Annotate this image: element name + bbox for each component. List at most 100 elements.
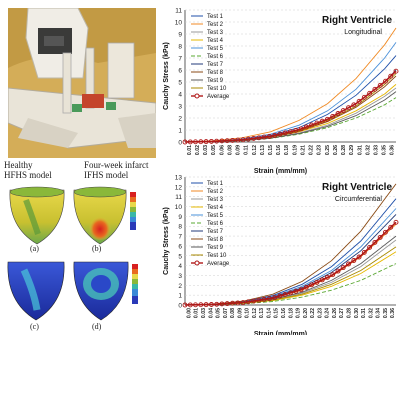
- x-tick-label: 0.14: [266, 308, 272, 318]
- average-marker: [335, 111, 341, 116]
- x-tick-label: 0.03: [203, 145, 209, 155]
- legend-label: Test 2: [207, 22, 224, 28]
- x-tick-label: 0.07: [223, 308, 229, 318]
- heart-models-panel: [4, 182, 160, 332]
- legend-label: Test 4: [207, 205, 224, 211]
- legend-label: Test 5: [207, 46, 224, 52]
- average-marker: [240, 137, 246, 143]
- y-axis-label: Cauchy Stress (kPa): [163, 42, 170, 110]
- average-marker: [266, 134, 272, 139]
- x-tick-label: 0.19: [296, 308, 302, 318]
- legend-label: Test 4: [207, 38, 224, 44]
- average-marker: [214, 138, 220, 144]
- x-tick-label: 0.00: [186, 308, 192, 318]
- average-marker: [208, 138, 214, 144]
- x-tick-label: 0.35: [382, 145, 388, 155]
- average-marker: [372, 86, 378, 92]
- average-marker: [182, 302, 188, 308]
- average-marker: [324, 274, 330, 280]
- y-axis-label: Cauchy Stress (kPa): [163, 207, 170, 275]
- x-tick-label: 0.33: [374, 145, 380, 155]
- average-marker: [340, 108, 346, 114]
- average-marker: [272, 295, 278, 301]
- average-marker: [330, 272, 336, 278]
- average-marker: [245, 299, 251, 305]
- average-marker: [187, 302, 193, 308]
- average-marker: [361, 94, 367, 100]
- average-marker: [187, 139, 193, 145]
- x-tick-label: 0.13: [260, 145, 266, 155]
- y-tick-label: 0: [178, 140, 182, 147]
- x-tick-label: 0.28: [341, 145, 347, 155]
- average-marker: [393, 68, 399, 74]
- healthy-model-label: Healthy HFHS model: [4, 160, 52, 180]
- legend-label: Test 8: [207, 237, 224, 243]
- y-tick-label: 13: [175, 175, 183, 182]
- legend-label: Average: [207, 261, 230, 267]
- series-line-test-6: [184, 263, 397, 306]
- x-tick-label: 0.23: [317, 145, 323, 155]
- x-tick-label: 0.20: [303, 308, 309, 318]
- x-tick-label: 0.31: [361, 308, 367, 318]
- average-marker: [256, 297, 262, 303]
- y-tick-label: 12: [175, 184, 183, 191]
- legend-label: Test 9: [207, 78, 224, 84]
- legend-label: Test 10: [207, 86, 227, 92]
- average-marker: [288, 129, 293, 135]
- average-marker: [298, 287, 304, 293]
- average-marker: [203, 139, 209, 145]
- y-tick-label: 8: [178, 224, 182, 231]
- y-tick-label: 3: [178, 273, 182, 280]
- chart-subtitle: Circumferential: [335, 196, 383, 203]
- y-tick-label: 6: [178, 243, 182, 250]
- heart-model-c: [7, 261, 65, 321]
- average-marker: [367, 90, 373, 96]
- average-marker: [351, 258, 357, 263]
- x-tick-label: 0.18: [288, 308, 294, 318]
- x-axis-label: Strain (mm/mm): [254, 168, 307, 175]
- legend-label: Test 9: [207, 245, 224, 251]
- average-marker: [193, 302, 198, 308]
- stress-legend-bottom: [132, 264, 138, 304]
- average-marker: [235, 137, 241, 143]
- x-tick-label: 0.29: [349, 145, 355, 155]
- y-tick-label: 11: [175, 194, 182, 201]
- average-marker: [314, 279, 320, 285]
- x-tick-label: 0.03: [201, 308, 207, 318]
- x-tick-label: 0.01: [194, 308, 200, 318]
- x-tick-label: 0.04: [208, 308, 214, 318]
- subfigure-label-d: (d): [92, 322, 102, 331]
- average-marker: [367, 244, 373, 250]
- average-marker: [272, 132, 278, 138]
- y-tick-label: 1: [178, 128, 182, 135]
- x-tick-label: 0.12: [252, 145, 258, 155]
- y-tick-label: 9: [178, 214, 182, 221]
- average-marker: [293, 127, 299, 133]
- x-tick-label: 0.01: [187, 145, 193, 155]
- x-tick-label: 0.26: [333, 145, 339, 155]
- y-tick-label: 2: [178, 283, 182, 290]
- average-marker: [288, 290, 293, 296]
- average-marker: [346, 261, 351, 267]
- x-tick-label: 0.27: [339, 308, 345, 318]
- x-tick-label: 0.06: [219, 145, 225, 155]
- y-tick-label: 0: [178, 303, 182, 310]
- legend-label: Test 3: [207, 197, 224, 203]
- average-marker: [224, 301, 230, 307]
- x-tick-label: 0.24: [325, 308, 331, 318]
- y-tick-label: 2: [178, 116, 182, 123]
- x-tick-label: 0.35: [383, 308, 389, 318]
- average-marker: [377, 82, 383, 88]
- x-tick-label: 0.05: [211, 145, 217, 155]
- chart-title: Right Ventricle: [322, 182, 392, 193]
- y-tick-label: 4: [178, 92, 182, 99]
- legend-label: Test 2: [207, 189, 224, 195]
- average-marker: [377, 234, 383, 240]
- x-tick-label: 0.25: [325, 145, 331, 155]
- x-tick-label: 0.09: [237, 308, 243, 318]
- x-tick-label: 0.08: [230, 308, 236, 318]
- x-tick-label: 0.36: [390, 145, 396, 155]
- average-marker: [319, 118, 325, 124]
- legend-label: Test 7: [207, 229, 224, 235]
- average-marker: [351, 102, 357, 108]
